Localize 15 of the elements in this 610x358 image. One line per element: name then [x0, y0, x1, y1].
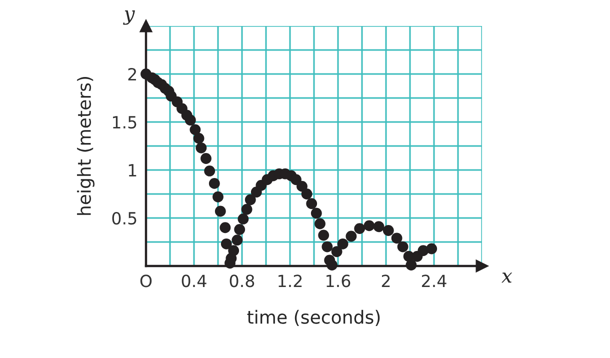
- x-tick-label: 0.4: [182, 274, 206, 288]
- y-tick-label: 2: [128, 68, 136, 80]
- y-tick-label: 1: [128, 164, 136, 176]
- y-tick-label: 0.5: [112, 212, 136, 225]
- x-tick-label: 0.8: [230, 274, 254, 288]
- x-tick-label: O: [140, 274, 152, 288]
- y-tick-label: 1.5: [112, 116, 136, 129]
- x-tick-label: 2.4: [422, 274, 446, 287]
- x-axis-title: time (seconds): [247, 310, 380, 326]
- annotation: x: [502, 272, 512, 283]
- x-tick-label: 1.2: [278, 274, 302, 287]
- x-tick-label: 1.6: [326, 274, 350, 288]
- annotation: y: [123, 10, 135, 25]
- x-tick-label: 2: [382, 274, 390, 287]
- y-axis-title: height (meters): [77, 77, 94, 215]
